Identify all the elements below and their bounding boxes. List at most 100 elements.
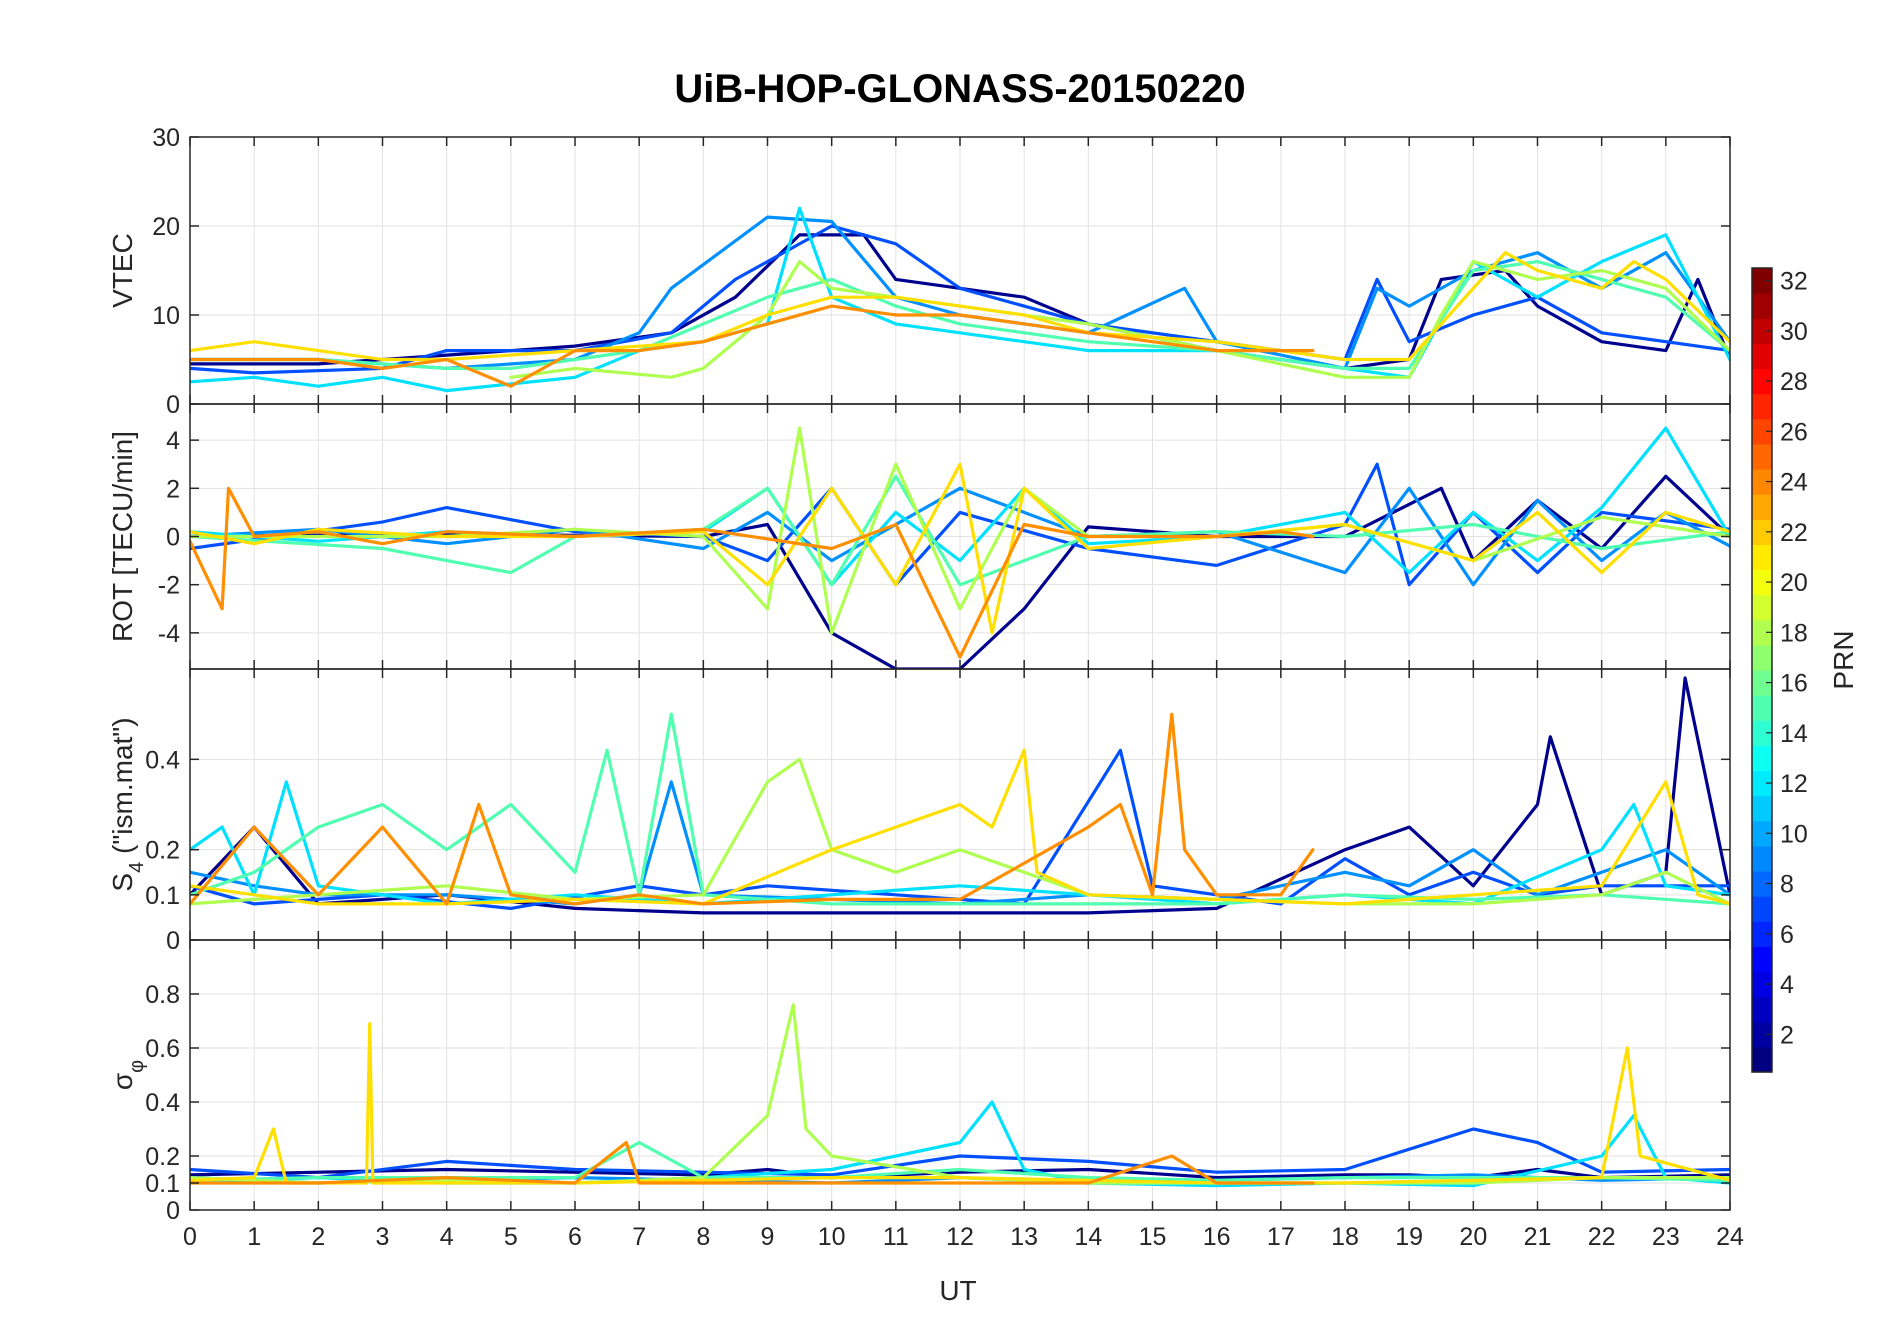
x-tick-label: 4 <box>440 1223 454 1251</box>
y-tick-label: 0.8 <box>145 981 180 1009</box>
panel-s4: 0 0.1 0.2 0.4S4 ("ism.mat") <box>107 668 1731 955</box>
series-prn-1-rot <box>190 474 1730 669</box>
colorbar-tick-label: 26 <box>1780 418 1808 446</box>
colorbar-swatch <box>1752 795 1772 822</box>
series-prn-12-s4 <box>190 780 1730 906</box>
series-prn-18-s4 <box>190 757 1730 906</box>
colorbar-tick-label: 6 <box>1780 921 1794 949</box>
y-tick-label: -2 <box>158 572 180 600</box>
x-tick-label: 6 <box>568 1223 582 1251</box>
colorbar-swatch <box>1752 695 1772 721</box>
x-tick-label: 23 <box>1652 1223 1680 1251</box>
colorbar-swatch <box>1752 594 1772 621</box>
colorbar-swatch <box>1752 670 1772 696</box>
y-tick-label: 30 <box>152 124 180 152</box>
colorbar-swatch <box>1752 745 1772 772</box>
colorbar-swatch <box>1752 820 1772 847</box>
series-prn-24-sigphi <box>190 1140 1315 1185</box>
series-prn-18-vtec <box>509 260 1730 379</box>
y-tick-label: 0.2 <box>145 1143 180 1171</box>
colorbar-swatch <box>1752 443 1772 470</box>
colorbar-frame <box>1751 267 1773 1073</box>
y-tick-label: 0 <box>166 927 180 955</box>
x-tick-label: 10 <box>818 1223 846 1251</box>
series-group-vtec <box>190 206 1730 393</box>
colorbar-tick-label: 12 <box>1780 770 1808 798</box>
colorbar-swatch <box>1752 544 1772 571</box>
colorbar-tick-label: 16 <box>1780 670 1808 698</box>
x-tick-label: 17 <box>1267 1223 1295 1251</box>
colorbar-swatch <box>1752 896 1772 922</box>
x-tick-label: 24 <box>1716 1223 1744 1251</box>
colorbar-swatch <box>1752 921 1772 947</box>
chart-title: UiB-HOP-GLONASS-20150220 <box>674 67 1245 111</box>
y-tick-label: 0 <box>166 524 180 552</box>
colorbar-swatch <box>1752 971 1772 998</box>
y-tick-label: 0.2 <box>145 837 180 865</box>
colorbar-tick-label: 2 <box>1780 1021 1794 1049</box>
colorbar-swatch <box>1752 469 1772 495</box>
x-tick-label: 16 <box>1203 1223 1231 1251</box>
y-tick-label: 0.1 <box>145 882 180 910</box>
colorbar-tick-label: 20 <box>1780 569 1808 597</box>
colorbar-tick-label: 18 <box>1780 619 1808 647</box>
y-tick-label: 0.4 <box>145 1089 180 1117</box>
y-tick-label: 0 <box>166 1197 180 1225</box>
x-tick-labels: 0 1 2 3 4 5 6 7 8 9 10 11 12 13 14 15 16 17 18 19 20 21 22 23 24 <box>183 1223 1744 1251</box>
x-tick-label: 12 <box>946 1223 974 1251</box>
x-tick-label: 15 <box>1139 1223 1167 1251</box>
colorbar-tick-label: 24 <box>1780 469 1808 497</box>
x-tick-label: 21 <box>1524 1223 1552 1251</box>
colorbar-label: PRN <box>1828 630 1859 689</box>
x-tick-label: 18 <box>1331 1223 1359 1251</box>
colorbar-swatch <box>1752 1021 1772 1048</box>
y-tick-label: 0.4 <box>145 746 180 774</box>
colorbar-tick-label: 32 <box>1780 268 1808 296</box>
colorbar-swatch <box>1752 770 1772 797</box>
panel-rot: -4 -2 0 2 4 ROT [TECU/min] <box>107 403 1731 670</box>
colorbar-swatch <box>1752 293 1772 319</box>
y-tick-label: 0.6 <box>145 1035 180 1063</box>
series-prn-6-s4 <box>190 748 1730 910</box>
x-axis-label: UT <box>939 1275 976 1306</box>
y-axis-label-vtec: VTEC <box>107 233 138 308</box>
y-tick-label: -4 <box>158 620 180 648</box>
x-tick-label: 8 <box>696 1223 710 1251</box>
colorbar-swatch <box>1752 871 1772 897</box>
series-prn-15-s4 <box>190 712 1730 906</box>
colorbar-swatch <box>1752 318 1772 344</box>
x-tick-label: 14 <box>1074 1223 1102 1251</box>
series-prn-24-s4 <box>190 712 1315 906</box>
colorbar-tick-label: 30 <box>1780 318 1808 346</box>
y-tick-label: 0.1 <box>145 1170 180 1198</box>
y-axis-label-rot: ROT [TECU/min] <box>107 431 138 642</box>
series-prn-15-rot <box>190 474 1730 587</box>
x-tick-label: 9 <box>761 1223 775 1251</box>
y-tick-label: 2 <box>166 475 180 503</box>
panel-sigphi: 00.10.2 0.4 0.6 0.8 σφ <box>107 939 1731 1225</box>
y-tick-label: 10 <box>152 302 180 330</box>
colorbar-swatch <box>1752 368 1772 395</box>
colorbar-swatch <box>1752 343 1772 370</box>
colorbar-swatch <box>1752 519 1772 545</box>
colorbar-tick-label: 10 <box>1780 820 1808 848</box>
series-prn-21-s4 <box>190 748 1730 906</box>
x-tick-label: 13 <box>1010 1223 1038 1251</box>
colorbar-swatch <box>1752 1046 1772 1073</box>
panel-vtec: 0 10 20 30 VTEC <box>107 124 1731 419</box>
x-tick-label: 22 <box>1588 1223 1616 1251</box>
colorbar-swatch <box>1752 268 1772 294</box>
colorbar-swatch <box>1752 946 1772 973</box>
colorbar-swatch <box>1752 845 1772 872</box>
x-tick-label: 7 <box>632 1223 646 1251</box>
series-group-sigphi <box>190 1003 1730 1188</box>
series-prn-24-rot <box>190 486 1315 659</box>
colorbar-swatch <box>1752 418 1772 445</box>
series-prn-6-sigphi <box>190 1127 1730 1180</box>
y-tick-label: 0 <box>166 391 180 419</box>
series-prn-21-vtec <box>190 251 1730 362</box>
x-tick-label: 5 <box>504 1223 518 1251</box>
